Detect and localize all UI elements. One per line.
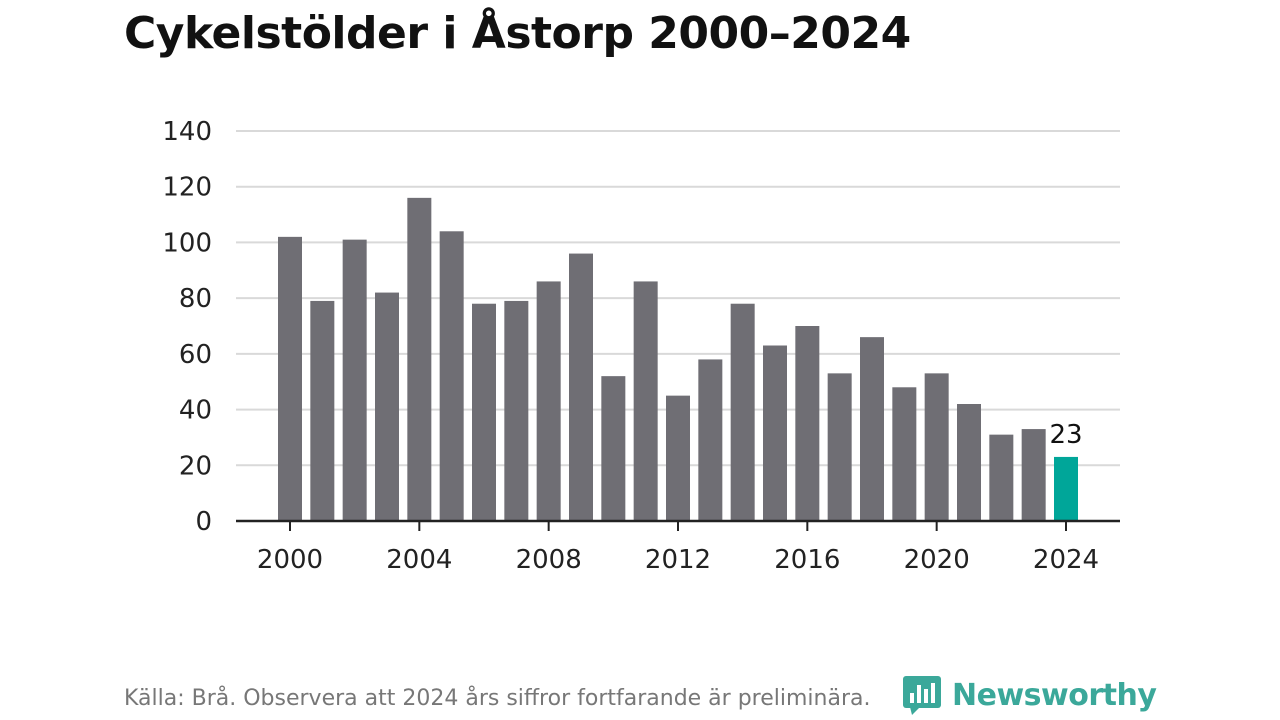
bar-2013: [698, 359, 723, 521]
bar-2010: [601, 376, 626, 521]
bar-2000: [278, 236, 302, 521]
bar-2016: [795, 326, 820, 521]
chart-title: Cykelstölder i Åstorp 2000–2024: [124, 8, 911, 59]
x-tick-label-2016: 2016: [774, 545, 840, 575]
x-axis-ticks: 2000 2004 2008 2012 2016 2020 2024: [257, 521, 1099, 575]
bar-2007: [504, 300, 529, 521]
x-tick-label-2008: 2008: [516, 545, 582, 575]
bar-2022: [989, 434, 1014, 521]
bar-2001: [310, 300, 335, 521]
bar-2003: [375, 292, 399, 521]
bar-2011: [633, 281, 658, 521]
y-axis-ticks: 0 20 40 60 80 100 120 140: [162, 117, 212, 537]
y-tick-label-60: 60: [179, 340, 212, 370]
x-tick-label-2024: 2024: [1033, 545, 1099, 575]
bar-2015: [763, 345, 787, 521]
bar-2021: [957, 404, 981, 521]
bar-2012: [666, 395, 690, 521]
bar-2014: [730, 303, 755, 521]
y-tick-label-100: 100: [162, 228, 212, 258]
y-tick-label-120: 120: [162, 173, 212, 203]
bar-2017: [827, 373, 852, 521]
brand-name: Newsworthy: [952, 677, 1157, 713]
bar-2020: [924, 373, 949, 521]
x-tick-label-2000: 2000: [257, 545, 323, 575]
x-tick-label-2012: 2012: [645, 545, 711, 575]
y-tick-label-20: 20: [179, 451, 212, 481]
bar-2005: [439, 231, 464, 522]
x-tick-label-2020: 2020: [904, 545, 970, 575]
bar-2006: [472, 303, 496, 521]
bar-2008: [536, 281, 561, 521]
data-label-2024: 23: [1049, 420, 1082, 450]
y-tick-label-140: 140: [162, 117, 212, 147]
y-tick-label-0: 0: [195, 507, 212, 537]
bar-2024: [1054, 456, 1078, 521]
bar-2004: [407, 197, 432, 521]
y-tick-label-80: 80: [179, 284, 212, 314]
bar-2002: [342, 239, 367, 521]
bars: [278, 197, 1078, 522]
brand-logo[interactable]: Newsworthy: [902, 670, 1157, 720]
data-labels: 23: [1049, 420, 1082, 450]
x-tick-label-2004: 2004: [386, 545, 452, 575]
newsworthy-logo-icon: [903, 676, 941, 715]
bar-2023: [1021, 429, 1046, 521]
bar-2019: [892, 387, 917, 521]
bar-2009: [569, 253, 593, 522]
source-note: Källa: Brå. Observera att 2024 års siffr…: [124, 686, 871, 711]
bar-2018: [860, 337, 884, 521]
y-tick-label-40: 40: [179, 396, 212, 426]
